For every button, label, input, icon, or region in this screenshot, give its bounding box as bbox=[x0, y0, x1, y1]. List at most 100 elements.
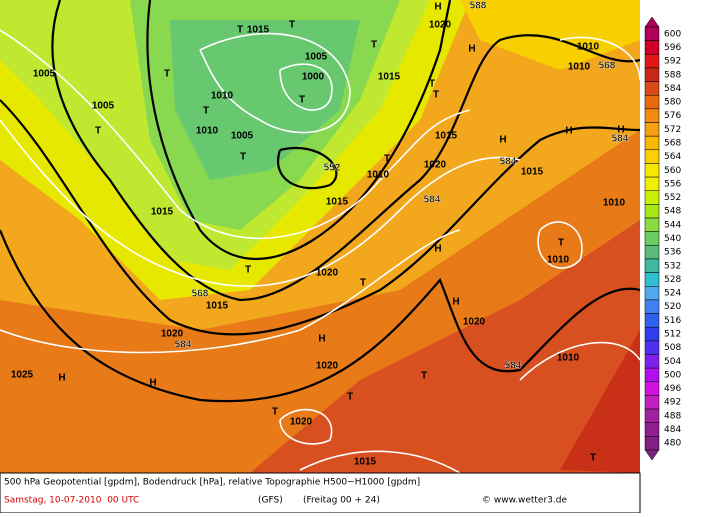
legend-swatch bbox=[644, 381, 660, 396]
legend-swatch bbox=[644, 354, 660, 369]
legend-label: 584 bbox=[664, 84, 681, 94]
map-label: T bbox=[421, 371, 427, 382]
legend-label: 568 bbox=[664, 138, 681, 148]
legend-swatch bbox=[644, 245, 660, 260]
legend-swatch bbox=[644, 40, 660, 55]
legend-label: 512 bbox=[664, 330, 681, 340]
map-label: 1015 bbox=[521, 167, 544, 178]
map-label: T bbox=[240, 152, 246, 163]
map-label: H bbox=[499, 135, 506, 146]
legend-label: 580 bbox=[664, 98, 681, 108]
legend-swatch bbox=[644, 108, 660, 123]
map-label: 1010 bbox=[547, 255, 570, 266]
legend-label: 504 bbox=[664, 357, 681, 367]
legend-swatch bbox=[644, 54, 660, 69]
legend-label: 496 bbox=[664, 384, 681, 394]
map-label: 584 bbox=[424, 195, 441, 206]
geopotential-contours bbox=[0, 0, 641, 403]
legend-swatch bbox=[644, 231, 660, 246]
map-label: 1005 bbox=[305, 52, 328, 63]
legend-swatch bbox=[644, 94, 660, 110]
map-labels: T 1015 T T 1005 1000 T 1010 T 1010 1005 T 552 1015 T 56… bbox=[11, 0, 629, 468]
map-label: 1020 bbox=[316, 361, 339, 372]
legend-swatch bbox=[644, 436, 660, 451]
map-label: T bbox=[272, 407, 278, 418]
legend-swatch bbox=[644, 272, 660, 287]
map-label: 1005 bbox=[92, 101, 115, 112]
legend-label: 572 bbox=[664, 125, 681, 135]
legend-label: 524 bbox=[664, 289, 681, 299]
legend-swatch bbox=[644, 326, 660, 342]
legend-swatch bbox=[644, 122, 660, 137]
map-label: T bbox=[245, 265, 251, 276]
map-label: 1015 bbox=[151, 207, 174, 218]
footer-date: Samstag, 10-07-2010 00 UTC bbox=[4, 496, 139, 506]
map-label: T bbox=[558, 238, 564, 249]
map-label: 1010 bbox=[211, 91, 234, 102]
color-legend: 600 596 592 588 584 580 576 572 568 564 560 556 552 5… bbox=[644, 16, 681, 461]
legend-swatch bbox=[644, 176, 660, 191]
map-label: 1020 bbox=[429, 20, 452, 31]
map-label: H bbox=[452, 297, 459, 308]
legend-label: 548 bbox=[664, 207, 681, 217]
map-label: 584 bbox=[505, 361, 522, 372]
map-label: T bbox=[590, 453, 596, 464]
legend-label: 484 bbox=[664, 425, 681, 435]
map-label: 1020 bbox=[424, 160, 447, 171]
map-label: H bbox=[318, 334, 325, 345]
legend-swatch bbox=[644, 340, 660, 355]
legend-swatch bbox=[644, 217, 660, 232]
map-label: T bbox=[299, 95, 305, 106]
legend-swatch bbox=[644, 422, 660, 437]
legend-label: 540 bbox=[664, 234, 681, 244]
map-label: 1020 bbox=[161, 329, 184, 340]
map-label: H bbox=[58, 373, 65, 384]
legend-swatch bbox=[644, 313, 660, 328]
legend-label: 520 bbox=[664, 302, 681, 312]
legend-label: 544 bbox=[664, 220, 681, 230]
map-label: 568 bbox=[192, 289, 209, 300]
legend-swatch bbox=[644, 204, 660, 219]
map-label: 1015 bbox=[354, 457, 377, 468]
map-label: 584 bbox=[612, 134, 629, 145]
map-label: T bbox=[289, 20, 295, 31]
map-label: T bbox=[384, 154, 390, 165]
map-label: T bbox=[95, 126, 101, 137]
map-label: 1010 bbox=[367, 170, 390, 181]
map-label: 552 bbox=[324, 163, 341, 174]
map-label: 1010 bbox=[577, 42, 600, 53]
legend-swatch bbox=[644, 26, 660, 41]
map-label: T bbox=[237, 25, 243, 36]
map-label: 584 bbox=[175, 340, 192, 351]
map-label: T bbox=[429, 79, 435, 90]
legend-label: 576 bbox=[664, 111, 681, 121]
legend-arrow-top bbox=[644, 16, 660, 28]
legend-arrow-bottom bbox=[644, 449, 660, 461]
map-label: H bbox=[565, 126, 572, 137]
footer-credit: © www.wetter3.de bbox=[482, 496, 567, 506]
legend-swatch bbox=[644, 286, 660, 301]
legend-label: 596 bbox=[664, 43, 681, 53]
legend-swatch bbox=[644, 299, 660, 314]
map-label: H bbox=[617, 125, 624, 136]
legend-swatch bbox=[644, 163, 660, 178]
legend-label: 560 bbox=[664, 166, 681, 176]
legend-swatch bbox=[644, 367, 660, 383]
legend-label: 508 bbox=[664, 343, 681, 353]
legend-label: 492 bbox=[664, 398, 681, 408]
map-label: 1020 bbox=[463, 317, 486, 328]
legend-label: 556 bbox=[664, 179, 681, 189]
legend-label: 588 bbox=[664, 70, 681, 80]
map-label: H bbox=[149, 378, 156, 389]
footer-description: 500 hPa Geopotential [gpdm], Bodendruck … bbox=[4, 478, 420, 488]
map-label: 1010 bbox=[557, 353, 580, 364]
legend-swatch bbox=[644, 67, 660, 82]
legend-label: 532 bbox=[664, 261, 681, 271]
legend-label: 528 bbox=[664, 275, 681, 285]
footer-model: (GFS) bbox=[258, 496, 283, 506]
footer-run: (Freitag 00 + 24) bbox=[303, 496, 380, 506]
isobars bbox=[0, 29, 641, 474]
map-label: 1000 bbox=[302, 72, 325, 83]
legend-label: 600 bbox=[664, 29, 681, 39]
